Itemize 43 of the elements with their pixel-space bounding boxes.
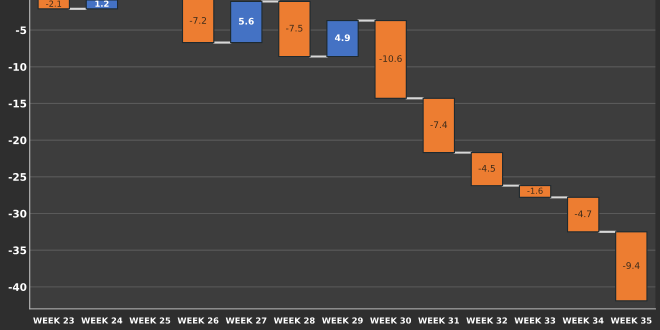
y-tick-label: -20 (8, 136, 26, 144)
bar (326, 20, 359, 58)
bar (470, 152, 504, 186)
data-label: -7.4 (430, 121, 448, 128)
y-tick-label: -40 (8, 283, 26, 291)
bar (86, 0, 118, 10)
bar (615, 231, 648, 302)
data-label: -9.4 (622, 262, 640, 269)
data-label: -4.7 (574, 210, 592, 218)
bar (566, 196, 600, 232)
data-label: 1.2 (95, 0, 109, 7)
x-tick-label: WEEK 25 (130, 317, 170, 324)
data-label: 4.9 (334, 34, 350, 42)
data-label: -2.1 (46, 0, 62, 7)
x-tick-label: WEEK 32 (466, 317, 507, 324)
x-tick-label: WEEK 24 (81, 317, 122, 324)
y-tick-label: -15 (8, 100, 26, 108)
y-tick-label: -30 (8, 210, 26, 218)
bar (278, 0, 311, 58)
data-label: -10.6 (379, 55, 402, 62)
bar (374, 20, 407, 99)
x-tick-label: WEEK 28 (274, 317, 315, 324)
x-tick-label: WEEK 27 (226, 317, 266, 324)
data-label: -7.2 (190, 17, 206, 24)
y-tick-label: -35 (8, 246, 26, 254)
x-tick-label: WEEK 31 (418, 317, 459, 324)
x-tick-label: WEEK 34 (562, 317, 604, 324)
y-tick-label: -5 (16, 26, 26, 34)
x-tick-label: WEEK 29 (322, 317, 363, 324)
x-tick-label: WEEK 35 (610, 317, 652, 324)
y-tick-label: -10 (8, 62, 26, 71)
x-tick-label: WEEK 23 (33, 317, 74, 324)
y-tick-label: -25 (8, 173, 26, 181)
x-tick-label: WEEK 26 (178, 317, 218, 324)
data-label: 5.6 (238, 18, 254, 25)
data-label: -1.6 (527, 188, 543, 194)
x-tick-label: WEEK 33 (514, 317, 556, 324)
data-label: -4.5 (478, 165, 495, 172)
x-tick-label: WEEK 30 (370, 317, 412, 324)
bar (518, 185, 552, 198)
bar (422, 98, 455, 154)
bar (230, 0, 262, 44)
data-label: -7.5 (286, 24, 302, 32)
